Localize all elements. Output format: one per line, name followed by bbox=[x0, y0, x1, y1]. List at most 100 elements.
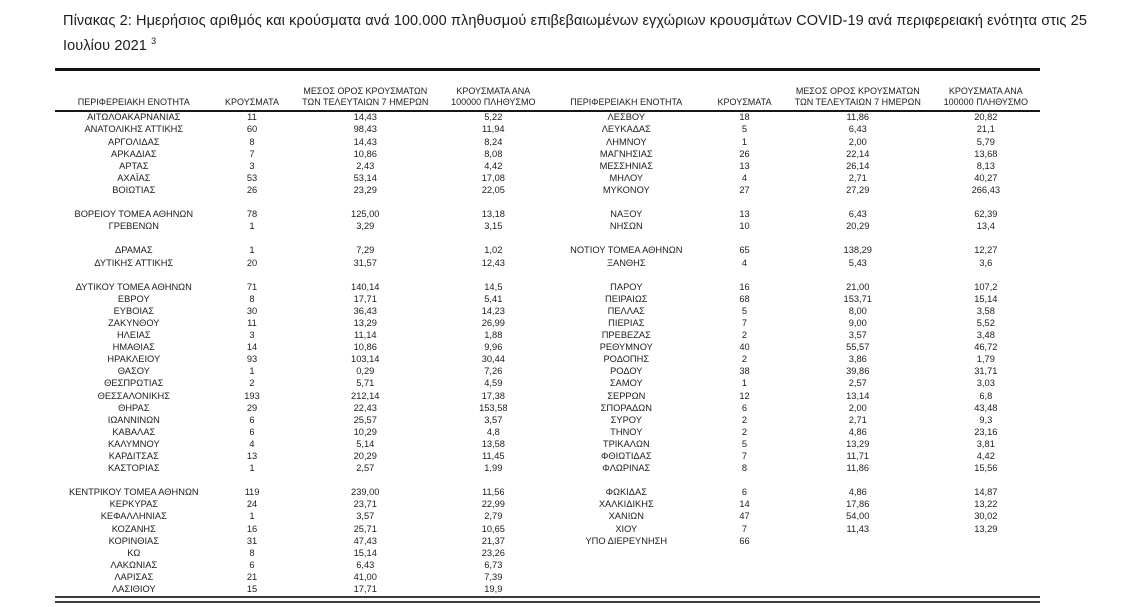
table-row: ΜΗΛΟΥ 4 2,71 40,27 bbox=[548, 172, 1041, 184]
cell-per-100k: 1,02 bbox=[484, 245, 503, 256]
table-row: ΜΕΣΣΗΝΙΑΣ 13 26,14 8,13 bbox=[548, 160, 1041, 172]
cell-cases: 6 bbox=[249, 426, 255, 437]
cell-regional-unit: ΛΑΡΙΣΑΣ bbox=[114, 571, 154, 582]
cell-cases: 65 bbox=[739, 245, 750, 256]
table-row: ΤΡΙΚΑΛΩΝ 5 13,29 3,81 bbox=[548, 439, 1041, 451]
cell-per-100k: 19,9 bbox=[484, 584, 503, 595]
table-row: ΚΟΖΑΝΗΣ 16 25,71 10,65 bbox=[55, 523, 548, 535]
cell-avg-7day: 17,86 bbox=[846, 499, 870, 510]
cell-regional-unit bbox=[55, 197, 213, 209]
cell-regional-unit bbox=[548, 547, 706, 559]
cell-per-100k: 11,45 bbox=[482, 451, 505, 462]
cell-cases: 10 bbox=[739, 221, 750, 232]
cell-per-100k bbox=[439, 475, 547, 487]
cell-per-100k: 7,26 bbox=[484, 366, 503, 377]
cell-regional-unit bbox=[548, 584, 706, 596]
table-halves: ΠΕΡΙΦΕΡΕΙΑΚΗ ΕΝΟΤΗΤΑ ΚΡΟΥΣΜΑΤΑ ΜΕΣΟΣ ΟΡΟ… bbox=[55, 71, 1040, 596]
table-row: ΚΑΡΔΙΤΣΑΣ 13 20,29 11,45 bbox=[55, 451, 548, 463]
cell-regional-unit: ΖΑΚΥΝΘΟΥ bbox=[108, 317, 160, 328]
cell-avg-7day: 10,86 bbox=[353, 342, 377, 353]
cell-regional-unit: ΒΟΡΕΙΟΥ ΤΟΜΕΑ ΑΘΗΝΩΝ bbox=[74, 209, 194, 220]
cell-cases: 1 bbox=[249, 511, 255, 522]
cell-per-100k: 13,4 bbox=[976, 221, 995, 232]
table-row: ΘΑΣΟΥ 1 0,29 7,26 bbox=[55, 366, 548, 378]
cell-avg-7day: 5,14 bbox=[356, 438, 375, 449]
cell-avg-7day: 11,43 bbox=[846, 523, 870, 534]
cell-avg-7day bbox=[784, 233, 932, 245]
cell-cases: 1 bbox=[741, 378, 748, 389]
table-row: ΚΕΦΑΛΛΗΝΙΑΣ 1 3,57 2,79 bbox=[55, 511, 548, 523]
table-row: ΧΑΛΚΙΔΙΚΗΣ 14 17,86 13,22 bbox=[548, 499, 1041, 511]
col-header-regional-unit: ΠΕΡΙΦΕΡΕΙΑΚΗ ΕΝΟΤΗΤΑ bbox=[547, 71, 706, 112]
table-row: ΘΗΡΑΣ 29 22,43 153,58 bbox=[55, 402, 548, 414]
table-row: ΑΡΓΟΛΙΔΑΣ 8 14,43 8,24 bbox=[55, 136, 548, 148]
cell-avg-7day: 6,43 bbox=[356, 559, 375, 570]
cell-regional-unit: ΘΗΡΑΣ bbox=[118, 402, 150, 413]
cell-cases bbox=[705, 197, 784, 209]
table-row: ΣΕΡΡΩΝ 12 13,14 6,8 bbox=[548, 390, 1041, 402]
cell-avg-7day: 20,29 bbox=[353, 451, 377, 462]
cell-avg-7day: 11,86 bbox=[846, 463, 870, 474]
table-row: ΚΟΡΙΝΘΙΑΣ 31 47,43 21,37 bbox=[55, 535, 548, 547]
table-row: ΡΟΔΟΥ 38 39,86 31,71 bbox=[548, 366, 1041, 378]
cell-avg-7day: 103,14 bbox=[351, 354, 380, 365]
cell-avg-7day bbox=[784, 535, 932, 547]
table-row: ΑΡΚΑΔΙΑΣ 7 10,86 8,08 bbox=[55, 148, 548, 160]
table-row: ΝΑΞΟΥ 13 6,43 62,39 bbox=[548, 209, 1041, 221]
cell-regional-unit: ΘΑΣΟΥ bbox=[117, 366, 150, 377]
table-bottom-rule bbox=[55, 595, 1040, 603]
cell-per-100k: 153,58 bbox=[479, 402, 508, 413]
cell-per-100k: 14,5 bbox=[484, 281, 503, 292]
table-row: ΣΠΟΡΑΔΩΝ 6 2,00 43,48 bbox=[548, 402, 1041, 414]
cell-per-100k: 21,37 bbox=[481, 535, 505, 546]
cell-regional-unit: ΣΑΜΟΥ bbox=[609, 378, 643, 389]
caption-footnote-marker: 3 bbox=[151, 36, 157, 47]
cell-regional-unit: ΧΙΟΥ bbox=[615, 523, 638, 534]
table-row: ΦΩΚΙΔΑΣ 6 4,86 14,87 bbox=[548, 487, 1041, 499]
cell-per-100k: 12,43 bbox=[481, 257, 505, 268]
table-row: ΠΕΙΡΑΙΩΣ 68 153,71 15,14 bbox=[548, 293, 1041, 305]
cell-avg-7day: 4,86 bbox=[848, 426, 867, 437]
cell-regional-unit: ΝΟΤΙΟΥ ΤΟΜΕΑ ΑΘΗΝΩΝ bbox=[570, 245, 683, 256]
cell-per-100k bbox=[439, 197, 547, 209]
cell-per-100k: 4,42 bbox=[484, 160, 503, 171]
cell-per-100k bbox=[932, 233, 1040, 245]
cell-cases bbox=[705, 233, 784, 245]
cell-cases: 5 bbox=[741, 305, 748, 316]
cell-cases: 7 bbox=[249, 148, 255, 159]
cell-avg-7day: 2,71 bbox=[848, 414, 867, 425]
cell-cases: 53 bbox=[246, 172, 258, 183]
cell-per-100k: 1,79 bbox=[976, 354, 995, 365]
cell-avg-7day: 22,14 bbox=[846, 148, 870, 159]
cell-avg-7day: 39,86 bbox=[846, 366, 870, 377]
cell-per-100k: 62,39 bbox=[974, 209, 998, 220]
cell-avg-7day bbox=[784, 584, 932, 596]
cell-avg-7day: 17,71 bbox=[353, 584, 377, 595]
cell-per-100k: 2,79 bbox=[484, 511, 503, 522]
cell-regional-unit: ΓΡΕΒΕΝΩΝ bbox=[108, 221, 159, 232]
cell-regional-unit: ΝΗΣΩΝ bbox=[609, 221, 643, 232]
cell-per-100k: 9,3 bbox=[979, 414, 993, 425]
cell-cases: 1 bbox=[249, 245, 255, 256]
cell-cases: 6 bbox=[249, 559, 255, 570]
cell-avg-7day: 2,00 bbox=[848, 136, 867, 147]
cell-per-100k: 13,22 bbox=[974, 499, 998, 510]
cell-regional-unit: ΤΡΙΚΑΛΩΝ bbox=[602, 438, 650, 449]
table-row: ΣΥΡΟΥ 2 2,71 9,3 bbox=[548, 414, 1041, 426]
table-row: ΘΕΣΠΡΩΤΙΑΣ 2 5,71 4,59 bbox=[55, 378, 548, 390]
table-row: ΒΟΡΕΙΟΥ ΤΟΜΕΑ ΑΘΗΝΩΝ 78 125,00 13,18 bbox=[55, 209, 548, 221]
cell-regional-unit: ΠΕΛΛΑΣ bbox=[607, 305, 645, 316]
cell-regional-unit: ΧΑΝΙΩΝ bbox=[608, 511, 644, 522]
cell-cases: 6 bbox=[741, 402, 748, 413]
table-row: ΑΙΤΩΛΟΑΚΑΡΝΑΝΙΑΣ 11 14,43 5,22 bbox=[55, 111, 548, 124]
cell-per-100k bbox=[932, 197, 1040, 209]
table-row: ΕΒΡΟΥ 8 17,71 5,41 bbox=[55, 293, 548, 305]
cell-cases: 2 bbox=[249, 378, 255, 389]
cell-per-100k: 5,52 bbox=[976, 317, 995, 328]
table-row: ΙΩΑΝΝΙΝΩΝ 6 25,57 3,57 bbox=[55, 414, 548, 426]
cell-regional-unit: ΕΥΒΟΙΑΣ bbox=[113, 305, 154, 316]
cell-per-100k bbox=[932, 547, 1040, 559]
cell-per-100k: 13,68 bbox=[974, 148, 998, 159]
cell-regional-unit: ΣΥΡΟΥ bbox=[610, 414, 642, 425]
cell-cases: 38 bbox=[739, 366, 750, 377]
